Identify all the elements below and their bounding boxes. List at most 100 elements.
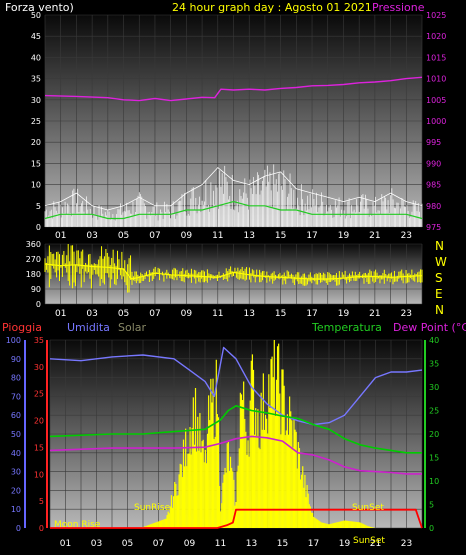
humidity-y-tick: 30 — [11, 468, 21, 477]
temp-y-tick: 0 — [429, 524, 434, 533]
temp-y-tick: 20 — [429, 430, 439, 439]
temp-y-tick: 35 — [429, 360, 439, 369]
wind-y-tick: 10 — [31, 181, 41, 190]
pressure-y-tick: 985 — [426, 181, 441, 190]
x-tick-label: 03 — [86, 309, 97, 319]
pressure-y-tick: 1005 — [426, 96, 446, 105]
direction-y-tick: 270 — [26, 255, 41, 264]
pressure-y-tick: 1010 — [426, 75, 446, 84]
x-tick-label: 05 — [122, 539, 133, 549]
wind-y-tick: 5 — [36, 202, 41, 211]
rain-y-tick: 25 — [34, 390, 44, 399]
x-tick-label: 17 — [308, 539, 319, 549]
wind-avg-line — [44, 201, 423, 220]
temp-y-tick: 30 — [429, 383, 439, 392]
humidity-y-tick: 50 — [11, 430, 21, 439]
x-tick-label: 15 — [277, 539, 288, 549]
humidity-y-tick: 40 — [11, 449, 21, 458]
x-tick-label: 03 — [91, 539, 102, 549]
dir-label-n-bottom: N — [435, 303, 444, 317]
x-tick-label: 11 — [215, 539, 226, 549]
humidity-y-tick: 70 — [11, 392, 21, 401]
rain-y-tick: 15 — [34, 443, 44, 452]
wind-y-tick: 15 — [31, 159, 41, 168]
x-tick-label: 01 — [60, 539, 71, 549]
x-tick-label: 19 — [338, 231, 350, 241]
humidity-y-tick: 60 — [11, 411, 21, 420]
dew-point-label: Dew Point (°C) — [393, 321, 466, 334]
x-tick-label: 23 — [401, 309, 412, 319]
pressure-y-tick: 990 — [426, 159, 441, 168]
dew-point-line — [49, 435, 422, 475]
x-tick-label: 21 — [369, 231, 380, 241]
humidity-y-tick: 0 — [16, 524, 21, 533]
x-tick-label: 09 — [184, 539, 196, 549]
wind-y-tick: 35 — [31, 75, 41, 84]
x-tick-label: 17 — [306, 309, 317, 319]
direction-y-tick: 360 — [26, 240, 41, 249]
wind-gust-line — [44, 167, 423, 211]
umidita-label: Umidita — [67, 321, 110, 334]
x-tick-label: 05 — [118, 231, 129, 241]
x-tick-label: 21 — [369, 309, 380, 319]
chart-title: 24 hour graph day : Agosto 01 2021 — [172, 1, 372, 14]
x-tick-label: 03 — [86, 231, 97, 241]
x-tick-label: 01 — [55, 231, 66, 241]
x-tick-label: 05 — [118, 309, 129, 319]
temp-y-tick: 5 — [429, 501, 434, 510]
dir-label-s: S — [435, 271, 443, 285]
temperature-line — [49, 404, 422, 454]
wind-y-tick: 20 — [31, 138, 41, 147]
x-tick-label: 07 — [153, 539, 164, 549]
pressure-y-tick: 980 — [426, 202, 441, 211]
x-tick-label: 01 — [55, 309, 66, 319]
dir-label-w: W — [435, 255, 447, 269]
x-tick-label: 09 — [181, 231, 193, 241]
temp-y-tick: 10 — [429, 477, 439, 486]
direction-line — [44, 263, 423, 280]
x-tick-label: 07 — [149, 231, 160, 241]
pressure-y-tick: 1020 — [426, 32, 446, 41]
x-tick-label: 21 — [370, 539, 381, 549]
rain-y-tick: 10 — [34, 470, 44, 479]
direction-y-tick: 90 — [31, 285, 41, 294]
pressure-y-tick: 1015 — [426, 53, 446, 62]
x-tick-label: 23 — [401, 539, 412, 549]
x-tick-label: 11 — [212, 309, 223, 319]
wind-y-tick: 50 — [31, 11, 41, 20]
moonrise-annotation: Moon Rise — [54, 520, 101, 530]
wind-title: Forza vento) — [5, 1, 74, 14]
rain-y-tick: 20 — [34, 417, 44, 426]
rain-y-tick: 30 — [34, 363, 44, 372]
x-tick-label: 19 — [338, 309, 350, 319]
wind-y-tick: 30 — [31, 96, 41, 105]
wind-y-tick: 25 — [31, 117, 41, 126]
rain-y-tick: 0 — [39, 524, 44, 533]
pressure-y-tick: 975 — [426, 223, 441, 232]
x-tick-label: 17 — [306, 231, 317, 241]
x-tick-label: 13 — [243, 309, 254, 319]
dir-label-e: E — [435, 287, 443, 301]
temp-y-tick: 15 — [429, 454, 439, 463]
sunset-bottom-annotation: SunSet — [353, 536, 385, 546]
x-tick-label: 13 — [246, 539, 257, 549]
direction-y-tick: 0 — [36, 300, 41, 309]
humidity-y-tick: 20 — [11, 486, 21, 495]
x-tick-label: 11 — [212, 231, 223, 241]
x-tick-label: 15 — [275, 231, 286, 241]
x-tick-label: 15 — [275, 309, 286, 319]
dir-label-n-top: N — [435, 239, 444, 253]
temperatura-label: Temperatura — [311, 321, 382, 334]
sunset-annotation: SunSet — [352, 503, 384, 513]
wind-y-tick: 45 — [31, 32, 41, 41]
rain-y-tick: 5 — [39, 497, 44, 506]
pressure-line — [44, 76, 423, 102]
humidity-y-tick: 90 — [11, 355, 21, 364]
pressure-y-tick: 1000 — [426, 117, 446, 126]
x-tick-label: 19 — [339, 539, 351, 549]
humidity-y-tick: 100 — [6, 336, 21, 345]
pressure-y-tick: 1025 — [426, 11, 446, 20]
temp-y-tick: 40 — [429, 336, 439, 345]
humidity-y-tick: 80 — [11, 374, 21, 383]
